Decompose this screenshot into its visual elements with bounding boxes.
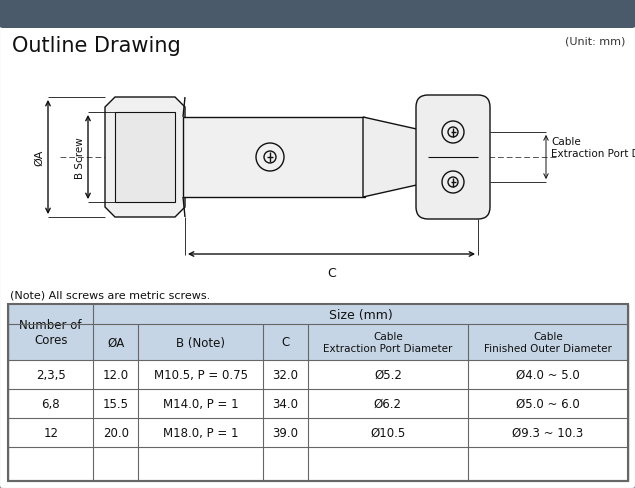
Text: 15.5: 15.5 <box>103 397 129 410</box>
Bar <box>8 418 628 447</box>
Polygon shape <box>105 98 185 218</box>
Text: Ø10.5: Ø10.5 <box>370 426 406 439</box>
Text: Size (mm): Size (mm) <box>329 308 392 321</box>
Bar <box>263 325 308 360</box>
Text: ØA: ØA <box>107 336 124 349</box>
Text: Ø9.3 ~ 10.3: Ø9.3 ~ 10.3 <box>512 426 584 439</box>
Text: M10.5, P = 0.75: M10.5, P = 0.75 <box>154 368 248 381</box>
Text: Cable
Extraction Port Diameter Ø: Cable Extraction Port Diameter Ø <box>551 137 635 159</box>
Text: C: C <box>327 266 336 280</box>
Bar <box>8 389 628 418</box>
Text: Ø4.0 ~ 5.0: Ø4.0 ~ 5.0 <box>516 368 580 381</box>
Text: (Unit: mm): (Unit: mm) <box>565 36 625 46</box>
Bar <box>183 118 365 198</box>
Text: Ø5.0 ~ 6.0: Ø5.0 ~ 6.0 <box>516 397 580 410</box>
Text: 12.0: 12.0 <box>103 368 129 381</box>
Bar <box>93 325 138 360</box>
Text: Outline Drawing: Outline Drawing <box>12 36 181 56</box>
Text: Ø5.2: Ø5.2 <box>374 368 402 381</box>
Bar <box>8 360 628 389</box>
Text: B Screw: B Screw <box>75 137 85 179</box>
Text: 34.0: 34.0 <box>272 397 298 410</box>
Text: Number of
Cores: Number of Cores <box>20 318 82 346</box>
Text: M14.0, P = 1: M14.0, P = 1 <box>163 397 239 410</box>
Bar <box>3 3 632 25</box>
Bar <box>115 113 175 203</box>
Bar <box>8 305 93 360</box>
Text: 32.0: 32.0 <box>272 368 298 381</box>
Text: Cable
Extraction Port Diameter: Cable Extraction Port Diameter <box>323 331 453 353</box>
Text: 2,3,5: 2,3,5 <box>36 368 65 381</box>
Bar <box>138 325 263 360</box>
Bar <box>8 305 628 481</box>
Polygon shape <box>363 118 430 198</box>
Bar <box>468 325 628 360</box>
Text: Ø6.2: Ø6.2 <box>374 397 402 410</box>
Text: Cable
Finished Outer Diameter: Cable Finished Outer Diameter <box>484 331 612 353</box>
Bar <box>93 305 628 325</box>
Text: 12: 12 <box>43 426 58 439</box>
Text: B (Note): B (Note) <box>176 336 225 349</box>
Text: M18.0, P = 1: M18.0, P = 1 <box>163 426 238 439</box>
Text: ØA: ØA <box>34 149 44 166</box>
Text: C: C <box>281 336 290 349</box>
Text: 39.0: 39.0 <box>272 426 298 439</box>
Bar <box>308 325 468 360</box>
Text: (Note) All screws are metric screws.: (Note) All screws are metric screws. <box>10 289 210 299</box>
Text: 6,8: 6,8 <box>41 397 60 410</box>
Text: 20.0: 20.0 <box>103 426 129 439</box>
FancyBboxPatch shape <box>0 0 635 29</box>
FancyBboxPatch shape <box>416 96 490 220</box>
